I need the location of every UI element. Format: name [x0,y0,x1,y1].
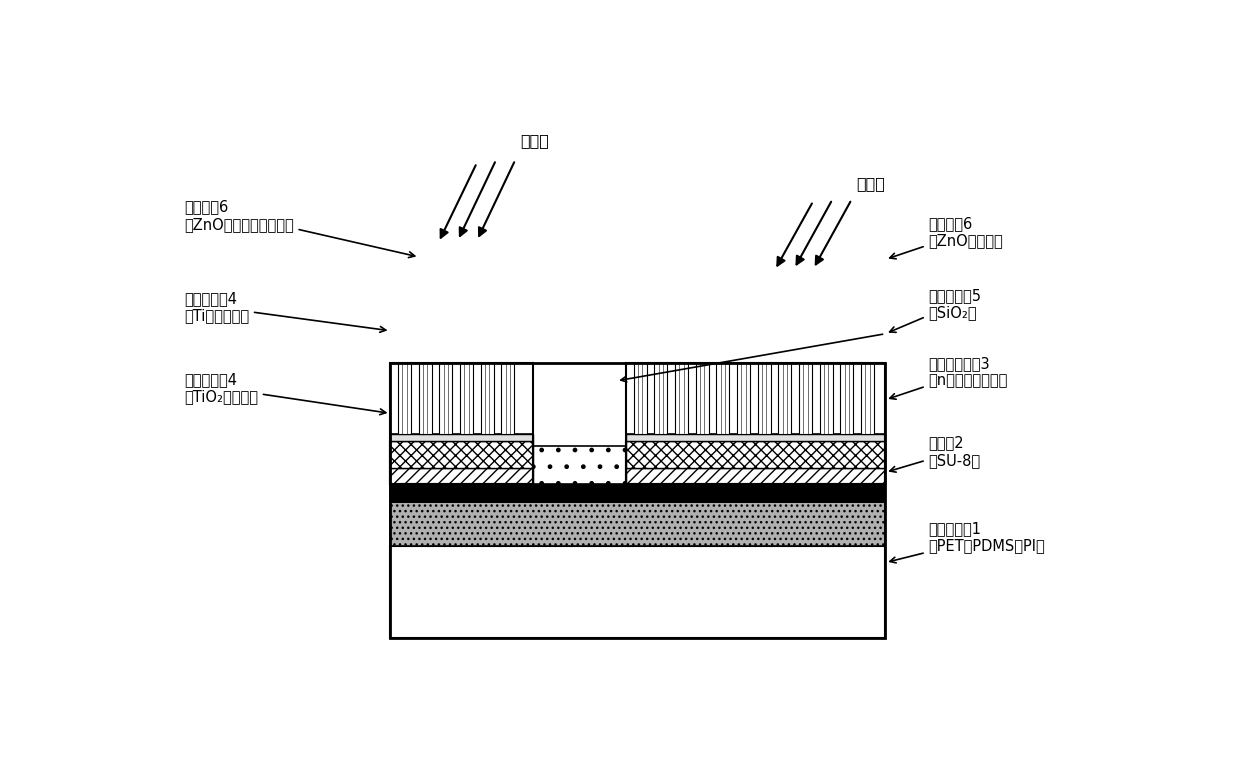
Text: 欧姆接触层4
（Ti金属电极）: 欧姆接触层4 （Ti金属电极） [184,291,386,332]
Bar [655,363,667,434]
Bar [626,434,885,441]
Text: 欧姆接触层4
（TiO₂插入层）: 欧姆接触层4 （TiO₂插入层） [184,372,386,414]
Bar [696,363,708,434]
Bar [481,363,494,434]
Bar [861,363,874,434]
Bar [391,363,533,484]
Bar [626,363,885,484]
Bar [391,484,885,502]
Bar [779,363,791,434]
Bar [626,363,885,434]
Bar [626,441,885,467]
Text: 光减反层6
（ZnO纳米圆柱线阵列）: 光减反层6 （ZnO纳米圆柱线阵列） [184,200,414,257]
Text: 入射光: 入射光 [520,133,549,148]
Bar [439,363,453,434]
Bar [799,363,812,434]
Bar [820,363,832,434]
Text: 入射光: 入射光 [857,176,885,191]
Bar [675,363,688,434]
Bar [717,363,729,434]
Bar [501,363,515,434]
Bar [391,441,533,467]
Text: 柔性衬底层1
（PET或PDMS或PI）: 柔性衬底层1 （PET或PDMS或PI） [890,521,1045,563]
Bar [391,546,885,637]
Bar [391,502,885,546]
Text: 光减反层6
（ZnO种子层）: 光减反层6 （ZnO种子层） [890,216,1003,259]
Bar [391,441,533,484]
Text: 硅薄膜活性层3
（n型单晶薄膜硅）: 硅薄膜活性层3 （n型单晶薄膜硅） [890,356,1008,399]
Bar [391,446,885,484]
Bar [634,363,646,434]
Text: 钝化保护层5
（SiO₂）: 钝化保护层5 （SiO₂） [889,288,982,332]
Bar [398,363,412,434]
Bar [737,363,750,434]
Bar [391,363,533,434]
Text: 粘合层2
（SU-8）: 粘合层2 （SU-8） [890,436,981,472]
Bar [419,363,432,434]
Bar [391,467,533,484]
Bar [626,467,885,484]
Bar [841,363,853,434]
Bar [391,363,885,637]
Bar [460,363,474,434]
Bar [758,363,770,434]
Bar [391,434,533,441]
Bar [626,441,885,484]
